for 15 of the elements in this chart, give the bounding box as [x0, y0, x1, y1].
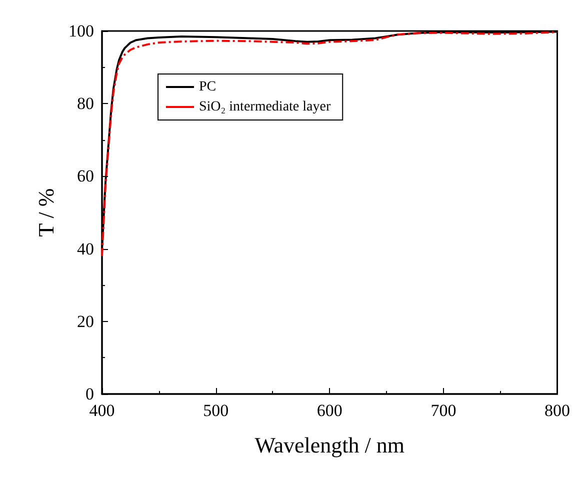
x-tick-label: 800: [544, 401, 570, 420]
x-tick-label: 600: [316, 401, 342, 420]
x-tick-label: 500: [203, 401, 229, 420]
y-tick-label: 80: [77, 94, 94, 114]
y-axis-title: T / %: [34, 188, 58, 237]
y-tick-label: 100: [68, 22, 94, 40]
y-tick-label: 0: [86, 384, 94, 404]
x-axis-title: Wavelength / nm: [254, 432, 404, 458]
y-tick-label: 60: [77, 166, 94, 186]
legend-label: SiO₂ intermediate layer: [199, 100, 331, 114]
legend-label: PC: [199, 80, 216, 94]
y-tick-label: 40: [77, 239, 94, 258]
x-tick-label: 700: [430, 401, 456, 420]
x-tick-label: 400: [89, 401, 115, 420]
y-tick-label: 20: [77, 312, 94, 331]
